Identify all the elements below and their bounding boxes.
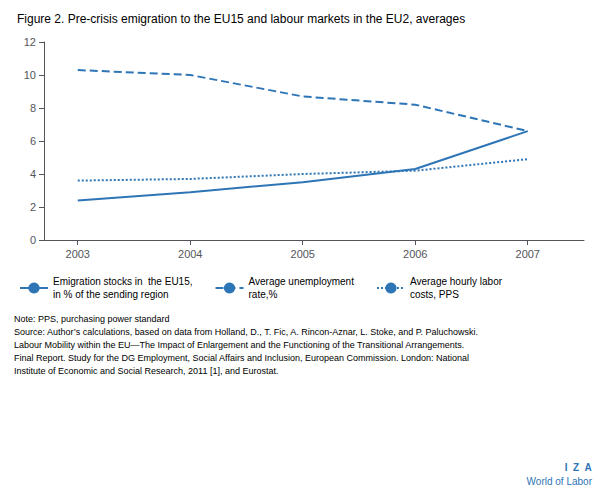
svg-text:Figure 2. Pre-crisis emigratio: Figure 2. Pre-crisis emigration to the E…	[17, 12, 465, 26]
svg-text:0: 0	[30, 234, 36, 246]
svg-text:Emigration stocks in the EU15: Emigration stocks in the EU15,	[53, 276, 193, 287]
svg-text:10: 10	[24, 69, 36, 81]
svg-text:in % of the sending region: in % of the sending region	[53, 289, 169, 300]
svg-text:2003: 2003	[66, 248, 90, 260]
svg-text:2006: 2006	[403, 248, 427, 260]
svg-text:2: 2	[30, 201, 36, 213]
svg-text:World of Labor: World of Labor	[527, 476, 593, 487]
svg-text:2004: 2004	[178, 248, 202, 260]
svg-text:Final Report. Study for the DG: Final Report. Study for the DG Employmen…	[14, 353, 469, 363]
svg-text:12: 12	[24, 36, 36, 48]
svg-text:Institute of Economic and Soci: Institute of Economic and Social Researc…	[14, 366, 279, 376]
svg-text:2005: 2005	[291, 248, 315, 260]
svg-text:Note: PPS, purchasing power st: Note: PPS, purchasing power standard	[14, 314, 170, 324]
svg-text:I Z A: I Z A	[565, 462, 592, 473]
svg-text:2007: 2007	[516, 248, 540, 260]
svg-text:Labour Mobility within the EU—: Labour Mobility within the EU—The Impact…	[14, 340, 464, 350]
svg-text:costs, PPS: costs, PPS	[410, 289, 459, 300]
svg-text:Average hourly labor: Average hourly labor	[410, 276, 503, 287]
svg-text:Source: Author’s calculations,: Source: Author’s calculations, based on …	[14, 327, 478, 337]
svg-text:Average unemployment: Average unemployment	[249, 276, 355, 287]
svg-text:6: 6	[30, 135, 36, 147]
svg-text:rate,%: rate,%	[249, 289, 278, 300]
svg-text:8: 8	[30, 102, 36, 114]
svg-text:4: 4	[30, 168, 36, 180]
